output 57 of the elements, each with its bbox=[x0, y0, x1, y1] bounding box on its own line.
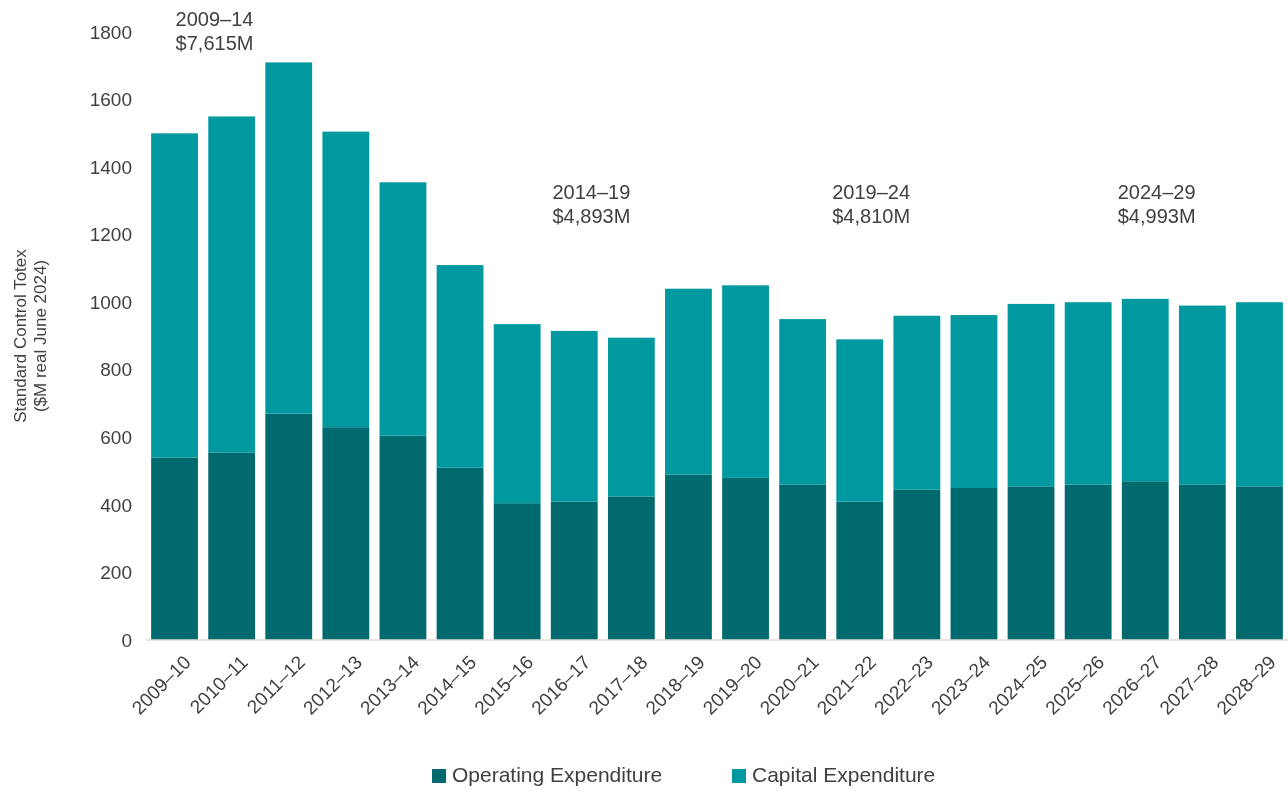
y-tick-label: 0 bbox=[121, 629, 132, 651]
annotation: 2014–19 $4,893M bbox=[552, 181, 631, 227]
bar bbox=[265, 62, 313, 414]
bar bbox=[893, 489, 941, 640]
bar bbox=[1121, 481, 1169, 640]
annotation: 2009–14 $7,615M bbox=[175, 8, 254, 54]
annotation: 2024–29 $4,993M bbox=[1117, 181, 1196, 227]
bar bbox=[208, 116, 256, 453]
bar bbox=[550, 501, 598, 640]
bar bbox=[607, 337, 655, 497]
bar bbox=[1178, 484, 1226, 640]
bar bbox=[379, 435, 427, 640]
bar bbox=[1007, 486, 1055, 640]
bar bbox=[1236, 302, 1283, 487]
bar bbox=[208, 452, 256, 640]
y-tick-label: 200 bbox=[100, 562, 132, 584]
bar bbox=[950, 488, 998, 640]
bar bbox=[436, 265, 484, 468]
y-tick-label: 600 bbox=[100, 426, 132, 448]
bar bbox=[1064, 484, 1112, 640]
bar bbox=[550, 330, 598, 502]
bar bbox=[151, 133, 198, 458]
bar bbox=[836, 339, 884, 502]
bar bbox=[1236, 486, 1283, 640]
bar bbox=[493, 503, 541, 640]
bar bbox=[665, 474, 712, 640]
y-tick-label: 1400 bbox=[89, 156, 132, 178]
bar bbox=[493, 324, 541, 504]
bar bbox=[722, 285, 769, 478]
y-tick-label: 1000 bbox=[89, 291, 132, 313]
bar bbox=[722, 477, 769, 640]
bar bbox=[1178, 305, 1226, 485]
y-tick-label: 1800 bbox=[89, 21, 132, 43]
y-tick-label: 800 bbox=[100, 359, 132, 381]
bar bbox=[1064, 302, 1112, 485]
y-tick-label: 1200 bbox=[89, 224, 132, 246]
bar bbox=[665, 288, 712, 475]
bar bbox=[265, 413, 313, 640]
bar bbox=[379, 182, 427, 436]
bar bbox=[322, 131, 370, 428]
bar bbox=[436, 467, 484, 640]
y-tick-label: 400 bbox=[100, 494, 132, 516]
bar bbox=[836, 501, 884, 640]
bar bbox=[322, 427, 370, 640]
bar bbox=[1121, 298, 1169, 482]
legend-label: Capital Expenditure bbox=[752, 763, 936, 786]
annotation: 2019–24 $4,810M bbox=[832, 181, 911, 227]
y-tick-label: 1600 bbox=[89, 89, 132, 111]
bar bbox=[779, 319, 827, 485]
bar bbox=[1007, 303, 1055, 487]
bar bbox=[779, 484, 827, 640]
bar bbox=[607, 496, 655, 640]
bar bbox=[893, 315, 941, 490]
y-axis-title: Standard Control Totex ($M real June 2024) bbox=[10, 248, 51, 423]
legend-label: Operating Expenditure bbox=[452, 763, 663, 786]
bar bbox=[151, 457, 198, 640]
bar bbox=[950, 315, 998, 488]
